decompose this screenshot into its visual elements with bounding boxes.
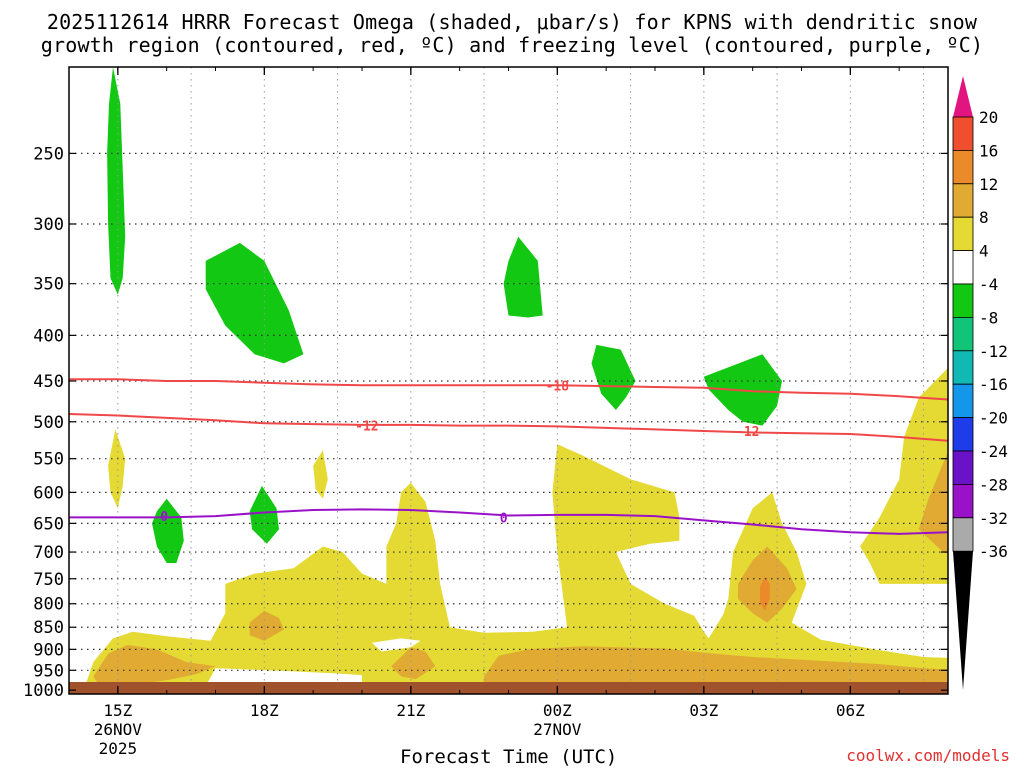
credit-link[interactable]: coolwx.com/models — [846, 746, 1010, 765]
contour-label: 0 — [500, 511, 508, 526]
y-tick-label: 650 — [33, 514, 64, 534]
x-tick-year: 2025 — [99, 739, 138, 758]
colorbar-label: -12 — [979, 342, 1008, 361]
colorbar-bottom-arrow — [953, 551, 973, 690]
shaded-regions — [83, 67, 948, 694]
y-tick-label: 750 — [33, 570, 64, 590]
y-tick-label: 700 — [33, 543, 64, 563]
shaded-region-19 — [918, 451, 948, 554]
terrain-band — [69, 682, 948, 694]
colorbar-label: -28 — [979, 475, 1008, 494]
colorbar-label: -36 — [979, 542, 1008, 561]
x-tick-label: 18Z — [250, 701, 279, 720]
colorbar-segment — [952, 350, 974, 385]
colorbar-segment — [952, 216, 974, 251]
y-tick-label: 550 — [33, 450, 64, 470]
y-tick-label: 450 — [33, 372, 64, 392]
shaded-region-16 — [391, 647, 436, 680]
shaded-region-20 — [760, 576, 770, 611]
y-tick-label: 500 — [33, 413, 64, 433]
colorbar-label: -4 — [979, 275, 998, 294]
chart-title-line1: 2025112614 HRRR Forecast Omega (shaded, … — [46, 10, 978, 34]
x-tick-label: 03Z — [689, 701, 718, 720]
colorbar-segment — [952, 517, 974, 552]
x-tick-date: 27NOV — [533, 720, 582, 739]
freezing-level-contour — [69, 508, 948, 535]
y-tick-label: 900 — [33, 640, 64, 660]
y-tick-label: 800 — [33, 595, 64, 615]
x-axis-title: Forecast Time (UTC) — [400, 746, 618, 768]
y-tick-label: 1000 — [23, 681, 64, 701]
colorbar-label: -20 — [979, 409, 1008, 428]
y-tick-label: 850 — [33, 618, 64, 638]
contour-label: 0 — [160, 510, 168, 525]
y-tick-label: 400 — [33, 326, 64, 346]
colorbar: 20 16 12 8 4 -4 -8 -12 -16 -20 -24 -28 -32 -36 — [952, 76, 1008, 690]
colorbar-segment — [952, 316, 974, 352]
shaded-region-17 — [484, 646, 948, 687]
colorbar-segment — [952, 283, 974, 318]
colorbar-label: 20 — [979, 108, 998, 127]
contour-label: -18 — [546, 379, 570, 394]
shaded-region-0 — [107, 67, 126, 295]
colorbar-segment — [952, 183, 974, 218]
shaded-region-13 — [371, 638, 421, 652]
x-tick-label: 06Z — [836, 701, 865, 720]
x-tick-label: 21Z — [396, 701, 425, 720]
shaded-region-1 — [205, 242, 304, 364]
shaded-region-15 — [249, 610, 284, 641]
y-tick-label: 600 — [33, 483, 64, 503]
shaded-region-10 — [83, 444, 948, 694]
colorbar-segment — [952, 417, 974, 452]
colorbar-segment — [952, 383, 974, 419]
colorbar-segment — [952, 450, 974, 485]
y-axis: 2503003504004505005506006507007508008509… — [23, 144, 948, 701]
colorbar-label: 16 — [979, 141, 998, 160]
colorbar-segment — [952, 149, 974, 185]
y-tick-label: 950 — [33, 661, 64, 681]
shaded-region-14 — [93, 645, 216, 685]
shaded-region-5 — [152, 498, 184, 563]
dgz-contour-minus12 — [69, 413, 948, 442]
colorbar-label: -32 — [979, 509, 1008, 528]
shaded-region-6 — [249, 485, 279, 544]
shaded-region-2 — [503, 236, 543, 318]
colorbar-label: -16 — [979, 375, 1008, 394]
colorbar-segment — [952, 116, 974, 151]
colorbar-label: -24 — [979, 442, 1008, 461]
colorbar-label: 8 — [979, 208, 989, 227]
colorbar-segment — [952, 250, 974, 285]
contour-label: -12 — [355, 420, 378, 435]
colorbar-label: -8 — [979, 308, 998, 327]
contour-lines: -18 -12 -12 0 0 — [69, 378, 948, 535]
colorbar-segment — [952, 483, 974, 519]
terrain-ground — [69, 682, 948, 694]
colorbar-label: 12 — [979, 175, 998, 194]
contour-label: -12 — [736, 425, 759, 440]
y-tick-label: 250 — [33, 144, 64, 164]
colorbar-label: 4 — [979, 242, 989, 261]
x-tick-label: 00Z — [543, 701, 572, 720]
y-tick-label: 300 — [33, 215, 64, 235]
y-tick-label: 350 — [33, 275, 64, 295]
shaded-region-9 — [313, 450, 328, 499]
shaded-region-8 — [108, 429, 126, 509]
chart-title-line2: growth region (contoured, red, ºC) and f… — [40, 33, 984, 57]
x-tick-date: 26NOV — [94, 720, 143, 739]
dgz-contour-minus18 — [69, 378, 948, 401]
shaded-region-3 — [591, 344, 636, 410]
x-tick-label: 15Z — [103, 701, 132, 720]
colorbar-top-arrow — [953, 76, 973, 117]
